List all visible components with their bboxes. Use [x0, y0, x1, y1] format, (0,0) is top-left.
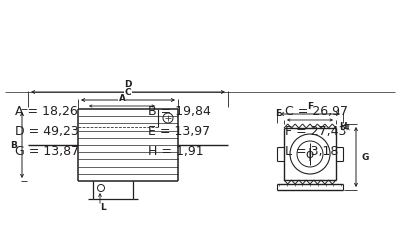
Text: G: G — [361, 152, 368, 162]
Text: B = 19,84: B = 19,84 — [148, 105, 211, 118]
Text: H = 1,91: H = 1,91 — [148, 144, 204, 158]
Text: A = 18,26: A = 18,26 — [15, 105, 78, 118]
Text: C = 26,97: C = 26,97 — [285, 105, 348, 118]
Text: A: A — [118, 94, 126, 103]
Text: E = 13,97: E = 13,97 — [148, 124, 210, 137]
Text: D = 49,23: D = 49,23 — [15, 124, 79, 137]
Text: L = 3,18: L = 3,18 — [285, 144, 338, 158]
Text: B: B — [10, 140, 17, 149]
Text: ϕ: ϕ — [306, 147, 314, 161]
Text: G = 13,87: G = 13,87 — [15, 144, 79, 158]
Text: F: F — [307, 102, 313, 111]
Text: F = 27,43: F = 27,43 — [285, 124, 346, 137]
Text: H: H — [339, 122, 347, 130]
Text: L: L — [100, 202, 106, 211]
Text: D: D — [124, 79, 132, 88]
Text: E: E — [275, 109, 281, 118]
Text: C: C — [125, 87, 131, 97]
